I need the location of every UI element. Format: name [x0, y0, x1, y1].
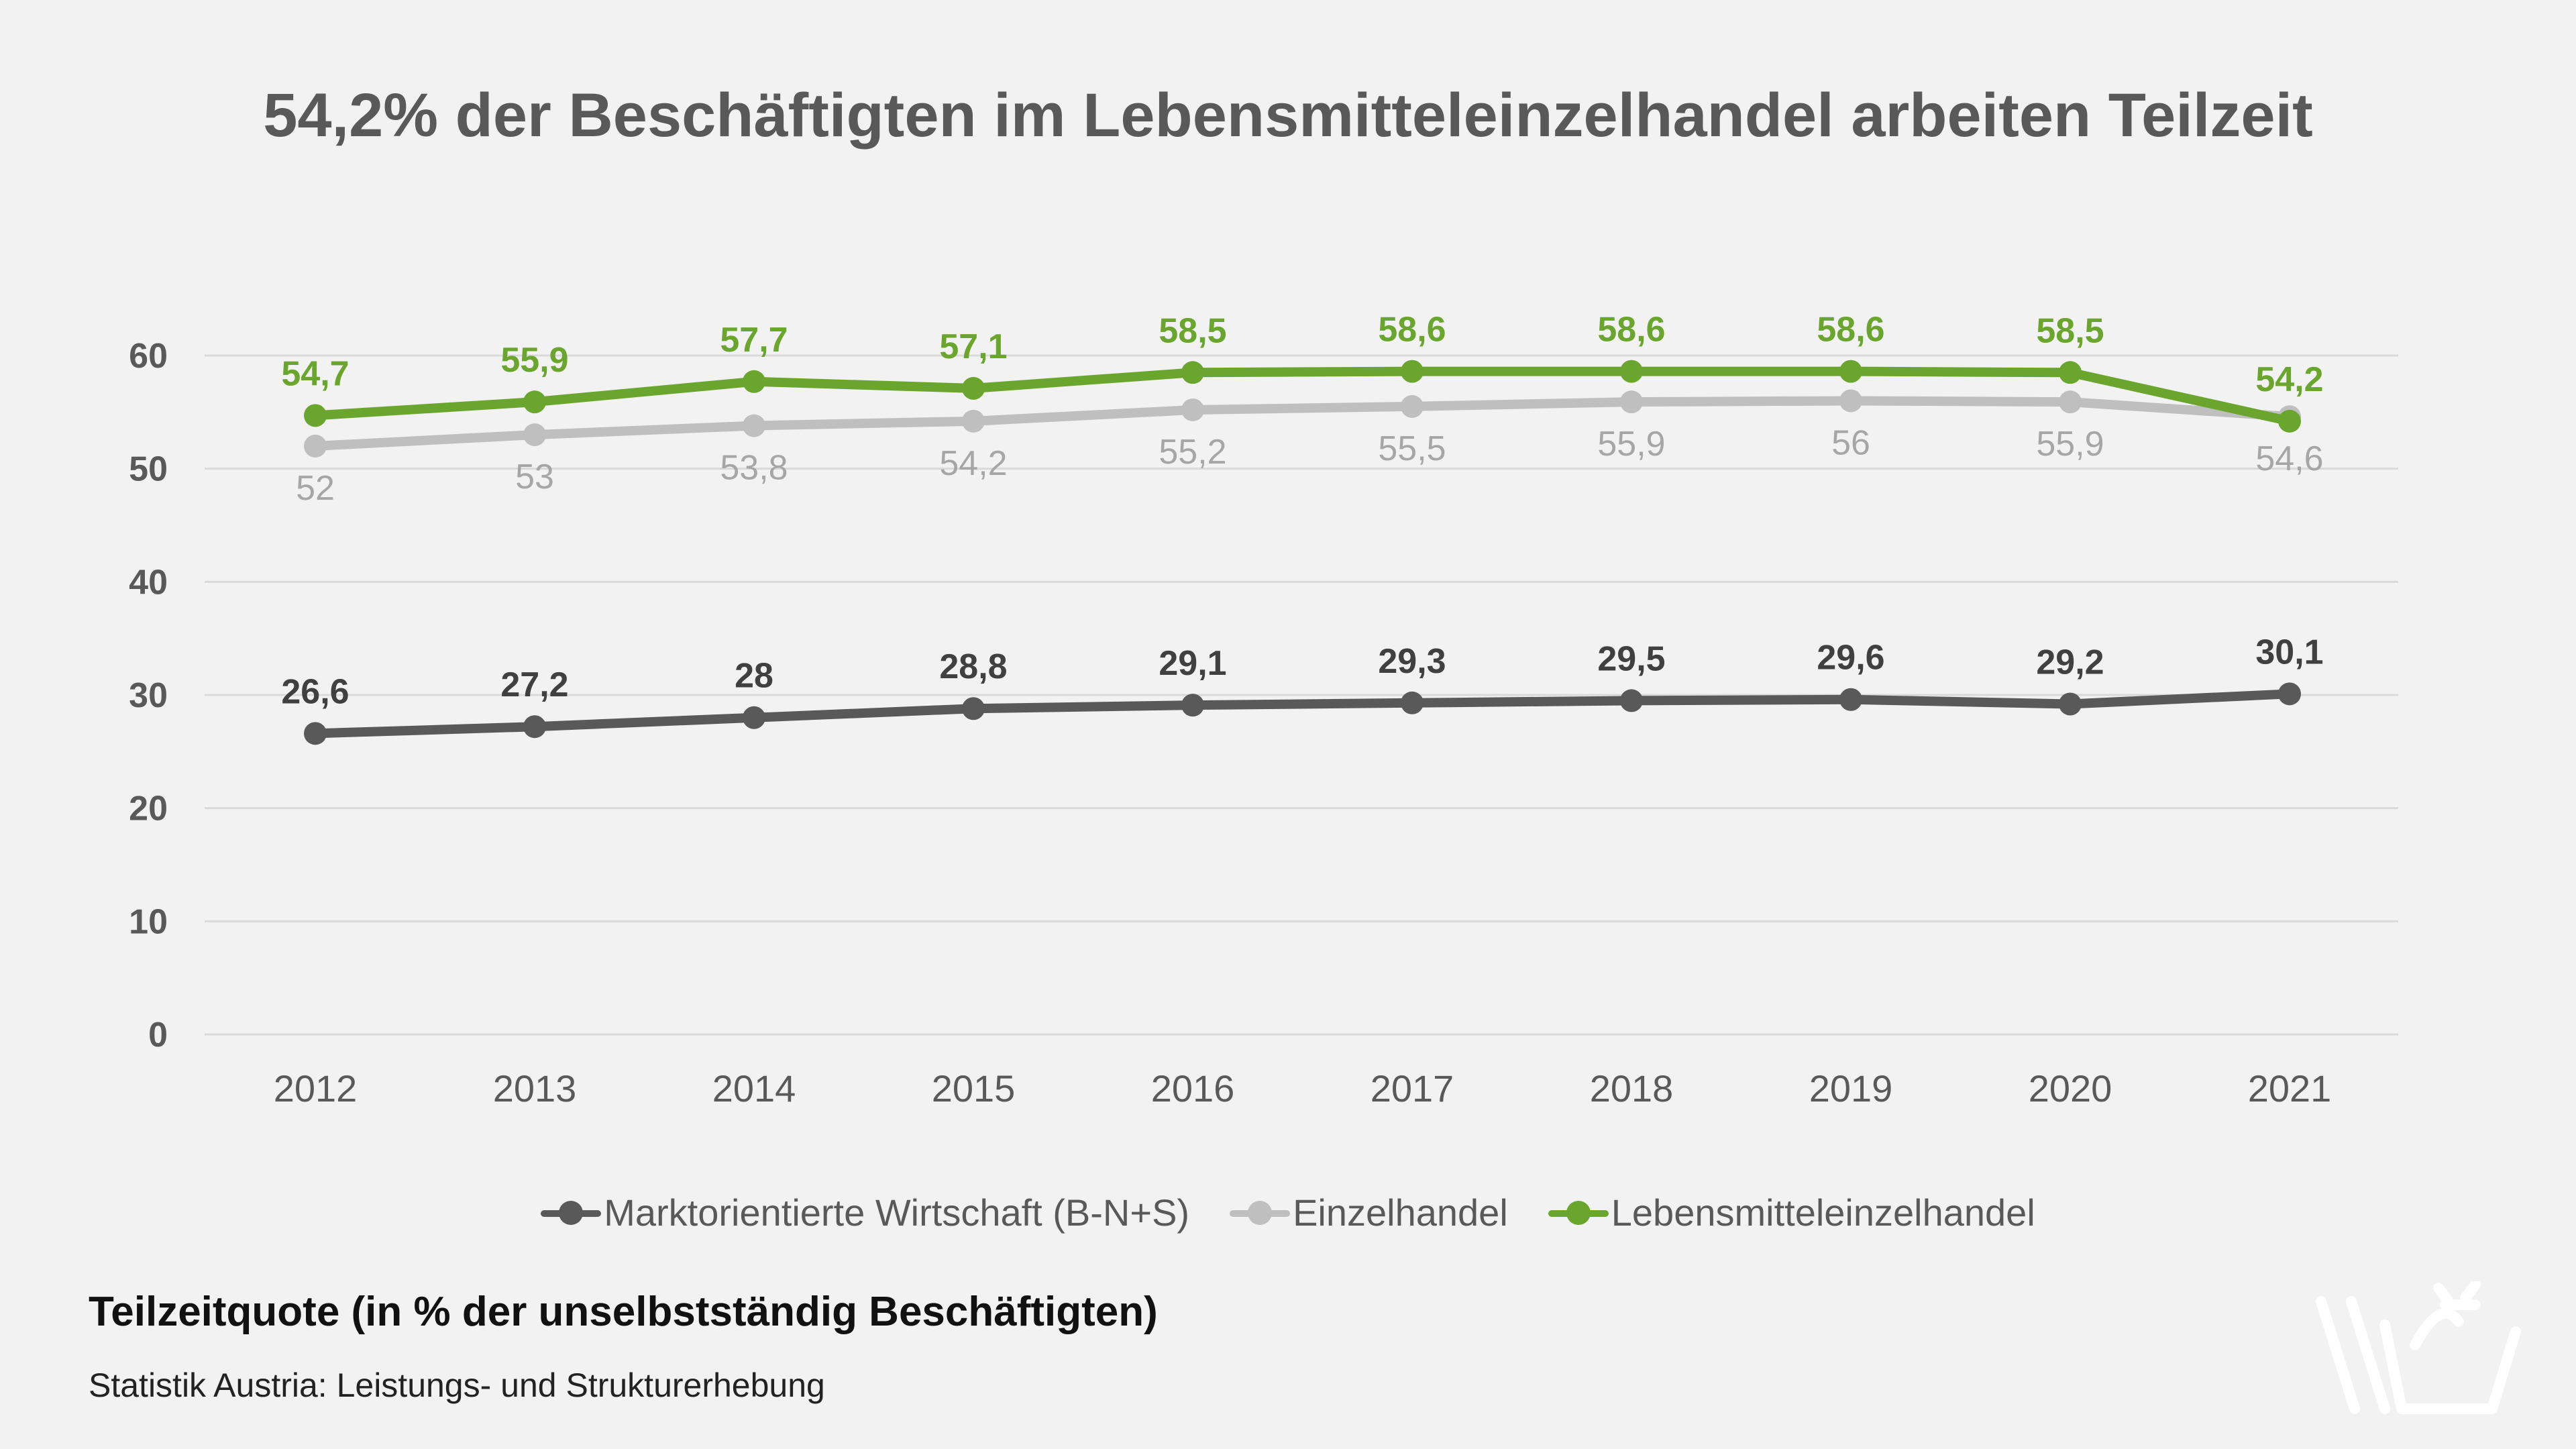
data-label: 55,9 [2036, 425, 2104, 464]
data-label: 55,9 [500, 341, 568, 380]
data-point [1401, 691, 1424, 714]
data-label: 54,2 [2255, 360, 2323, 399]
legend-item: Marktorientierte Wirtschaft (B-N+S) [541, 1191, 1189, 1234]
data-point [743, 414, 765, 437]
data-point [1620, 689, 1643, 712]
y-tick-label: 50 [129, 450, 168, 489]
data-label: 58,5 [2036, 311, 2104, 350]
data-label: 53,8 [720, 449, 788, 488]
y-tick-label: 20 [129, 790, 168, 828]
data-label: 54,7 [281, 354, 349, 393]
data-point [1620, 390, 1643, 414]
data-point [2059, 361, 2082, 384]
data-point [743, 370, 765, 393]
data-label: 58,6 [1378, 311, 1446, 350]
x-tick-label: 2021 [2248, 1067, 2332, 1110]
data-label: 55,5 [1378, 429, 1446, 468]
data-label: 28,8 [939, 647, 1007, 686]
chart-legend: Marktorientierte Wirtschaft (B-N+S) Einze… [0, 1191, 2576, 1234]
y-tick-label: 60 [129, 337, 168, 376]
x-tick-label: 2017 [1371, 1067, 1454, 1110]
y-tick-label: 30 [129, 676, 168, 715]
data-label: 29,1 [1159, 644, 1226, 683]
legend-item: Einzelhandel [1230, 1191, 1508, 1234]
basket-logo-icon [2316, 1281, 2521, 1414]
legend-swatch [1548, 1199, 1609, 1226]
x-tick-label: 2015 [932, 1067, 1016, 1110]
x-tick-label: 2013 [493, 1067, 577, 1110]
data-point [304, 404, 327, 427]
x-tick-label: 2018 [1590, 1067, 1674, 1110]
data-label: 29,3 [1378, 642, 1446, 681]
chart-subtitle: Teilzeitquote (in % der unselbstständig … [89, 1289, 1158, 1335]
data-point [304, 434, 327, 458]
legend-label: Marktorientierte Wirtschaft (B-N+S) [604, 1191, 1190, 1234]
data-point [1839, 360, 1862, 383]
data-point [2278, 409, 2301, 433]
legend-swatch [541, 1199, 602, 1226]
data-point [1181, 694, 1204, 717]
y-tick-label: 40 [129, 563, 168, 602]
legend-swatch [1230, 1199, 1291, 1226]
data-point [962, 697, 985, 720]
data-label: 30,1 [2255, 633, 2323, 672]
series-line [311, 689, 2294, 739]
series-line [311, 396, 2294, 451]
data-point [523, 390, 546, 414]
data-label: 55,2 [1159, 433, 1226, 472]
data-label: 29,5 [1597, 639, 1665, 678]
data-label: 54,2 [939, 444, 1007, 483]
chart-source: Statistik Austria: Leistungs- und Strukt… [89, 1366, 825, 1404]
legend-label: Lebensmitteleinzelhandel [1611, 1191, 2035, 1234]
data-point [523, 423, 546, 447]
data-label: 58,6 [1817, 311, 1884, 350]
data-point [1839, 688, 1862, 711]
data-point [1401, 360, 1424, 383]
data-label: 57,1 [939, 327, 1007, 366]
x-tick-label: 2016 [1151, 1067, 1235, 1110]
data-point [1181, 398, 1204, 421]
chart-title: 54,2% der Beschäftigten im Lebensmittele… [263, 81, 2313, 150]
data-label: 54,6 [2255, 439, 2323, 478]
data-label: 29,6 [1817, 639, 1884, 678]
y-tick-label: 0 [148, 1016, 168, 1055]
data-point [2278, 682, 2301, 706]
data-point [962, 376, 985, 400]
data-point [1839, 389, 1862, 413]
y-tick-label: 10 [129, 902, 168, 941]
data-label: 58,6 [1597, 311, 1665, 350]
data-point [962, 409, 985, 433]
data-label: 57,7 [720, 321, 788, 360]
x-tick-label: 2019 [1809, 1067, 1893, 1110]
data-point [1620, 360, 1643, 383]
data-label: 29,2 [2036, 643, 2104, 682]
data-label: 53 [515, 458, 554, 496]
data-label: 55,9 [1597, 425, 1665, 464]
data-label: 52 [296, 469, 335, 508]
data-point [304, 722, 327, 745]
legend-item: Lebensmitteleinzelhandel [1548, 1191, 2035, 1234]
data-point [2059, 692, 2082, 716]
x-tick-label: 2020 [2029, 1067, 2112, 1110]
x-tick-label: 2012 [274, 1067, 358, 1110]
data-label: 27,2 [500, 665, 568, 704]
data-point [2059, 390, 2082, 414]
data-point [1401, 394, 1424, 418]
data-point [743, 706, 765, 729]
data-label: 26,6 [281, 672, 349, 711]
data-label: 56 [1831, 423, 1870, 462]
x-tick-label: 2014 [712, 1067, 796, 1110]
data-label: 28 [735, 657, 773, 696]
series-line [311, 366, 2294, 426]
data-point [523, 715, 546, 739]
data-point [1181, 361, 1204, 384]
legend-label: Einzelhandel [1293, 1191, 1508, 1234]
data-label: 58,5 [1159, 311, 1226, 350]
